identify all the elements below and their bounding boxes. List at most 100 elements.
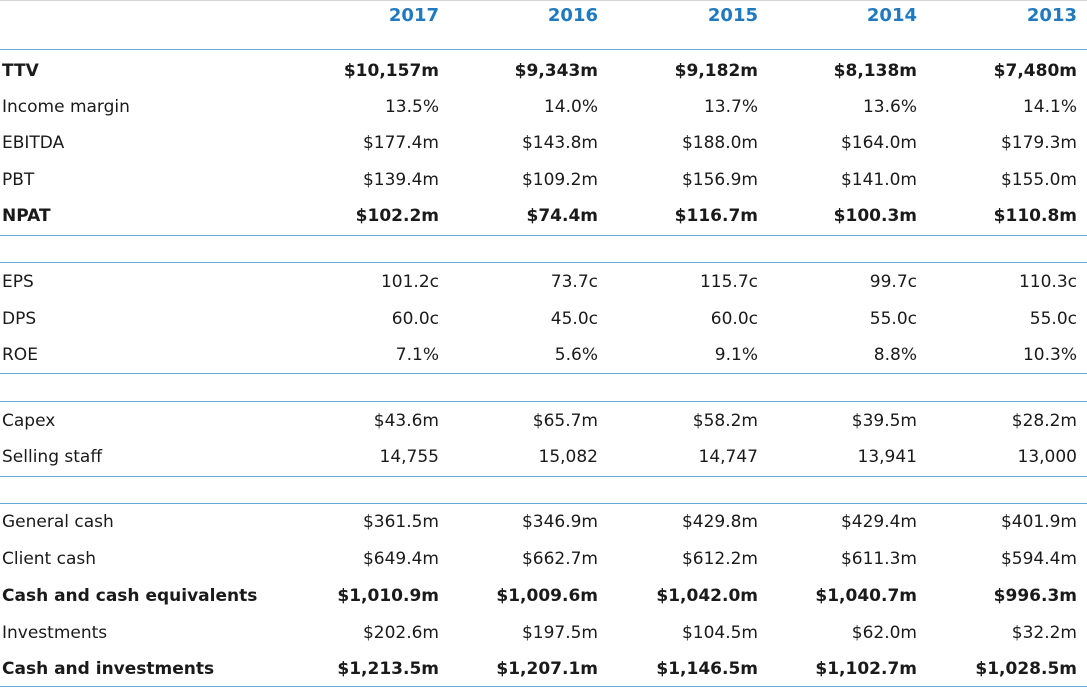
table-row-ttv: TTV $10,157m $9,343m $9,182m $8,138m $7,…: [0, 56, 1087, 86]
table-row-investments: Investments $202.6m $197.5m $104.5m $62.…: [0, 618, 1087, 648]
row-value: 13,941: [857, 447, 917, 467]
table-row-pbt: PBT $139.4m $109.2m $156.9m $141.0m $155…: [0, 165, 1087, 195]
row-label: Cash and investments: [2, 659, 215, 679]
row-value: 14,747: [698, 447, 758, 467]
table-row-cash-and-cash-equivalents: Cash and cash equivalents $1,010.9m $1,0…: [0, 581, 1087, 611]
table-row-general-cash: General cash $361.5m $346.9m $429.8m $42…: [0, 507, 1087, 537]
section-divider: [0, 503, 1087, 504]
row-value: $1,213.5m: [337, 659, 439, 679]
row-value: 13.5%: [384, 97, 439, 117]
row-value: 55.0c: [869, 309, 917, 329]
row-value: 15,082: [538, 447, 598, 467]
table-row-eps: EPS 101.2c 73.7c 115.7c 99.7c 110.3c: [0, 267, 1087, 297]
row-value: 60.0c: [710, 309, 758, 329]
row-value: $179.3m: [1000, 133, 1077, 153]
row-label: EPS: [2, 272, 34, 292]
row-value: $43.6m: [373, 411, 439, 431]
row-value: $74.4m: [526, 206, 599, 226]
row-value: $62.0m: [851, 623, 917, 643]
row-value: 13.7%: [703, 97, 758, 117]
row-value: $429.8m: [681, 512, 758, 532]
row-value: 13,000: [1017, 447, 1077, 467]
row-value: $9,182m: [674, 61, 758, 81]
section-divider: [0, 49, 1087, 50]
row-value: $1,102.7m: [815, 659, 917, 679]
row-value: $102.2m: [355, 206, 439, 226]
row-value: 99.7c: [869, 272, 917, 292]
row-value: $9,343m: [514, 61, 598, 81]
row-value: 5.6%: [554, 345, 598, 365]
row-label: Client cash: [2, 549, 97, 569]
section-divider: [0, 401, 1087, 402]
row-value: $1,040.7m: [815, 586, 917, 606]
table-row-income-margin: Income margin 13.5% 14.0% 13.7% 13.6% 14…: [0, 92, 1087, 122]
row-value: $177.4m: [362, 133, 439, 153]
year-header-row: 2017 2016 2015 2014 2013: [0, 1, 1087, 31]
row-value: $649.4m: [362, 549, 439, 569]
row-label: NPAT: [2, 206, 51, 226]
row-label: Cash and cash equivalents: [2, 586, 258, 606]
row-value: 73.7c: [550, 272, 598, 292]
row-value: $611.3m: [840, 549, 917, 569]
row-value: $1,010.9m: [337, 586, 439, 606]
row-value: $32.2m: [1011, 623, 1077, 643]
row-label: Capex: [2, 411, 56, 431]
row-label: EBITDA: [2, 133, 65, 153]
section-divider: [0, 373, 1087, 374]
row-label: Investments: [2, 623, 108, 643]
table-row-roe: ROE 7.1% 5.6% 9.1% 8.8% 10.3%: [0, 340, 1087, 370]
table-row-capex: Capex $43.6m $65.7m $58.2m $39.5m $28.2m: [0, 406, 1087, 436]
row-label: General cash: [2, 512, 114, 532]
row-value: 14.0%: [543, 97, 598, 117]
row-value: $594.4m: [1000, 549, 1077, 569]
year-header: 2014: [866, 5, 917, 26]
top-border: [0, 0, 1087, 1]
year-header: 2013: [1026, 5, 1077, 26]
row-label: Selling staff: [2, 447, 103, 467]
row-value: $1,042.0m: [656, 586, 758, 606]
row-value: $1,146.5m: [656, 659, 758, 679]
row-value: $10,157m: [343, 61, 439, 81]
table-row-client-cash: Client cash $649.4m $662.7m $612.2m $611…: [0, 544, 1087, 574]
row-value: 60.0c: [391, 309, 439, 329]
row-value: $155.0m: [1000, 170, 1077, 190]
row-value: 14.1%: [1022, 97, 1077, 117]
section-divider: [0, 476, 1087, 477]
row-value: $202.6m: [362, 623, 439, 643]
row-label: TTV: [2, 61, 39, 81]
row-value: $164.0m: [840, 133, 917, 153]
table-row-selling-staff: Selling staff 14,755 15,082 14,747 13,94…: [0, 442, 1087, 472]
row-label: ROE: [2, 345, 38, 365]
row-value: $429.4m: [840, 512, 917, 532]
row-value: $104.5m: [681, 623, 758, 643]
row-value: $143.8m: [521, 133, 598, 153]
row-value: 45.0c: [550, 309, 598, 329]
table-row-cash-and-investments: Cash and investments $1,213.5m $1,207.1m…: [0, 654, 1087, 684]
year-header: 2016: [547, 5, 598, 26]
row-value: $361.5m: [362, 512, 439, 532]
row-value: 101.2c: [380, 272, 439, 292]
year-header: 2015: [707, 5, 758, 26]
row-value: 8.8%: [873, 345, 917, 365]
year-header: 2017: [388, 5, 439, 26]
row-value: $58.2m: [692, 411, 758, 431]
row-value: $346.9m: [521, 512, 598, 532]
row-label: PBT: [2, 170, 35, 190]
table-row-npat: NPAT $102.2m $74.4m $116.7m $100.3m $110…: [0, 201, 1087, 231]
row-value: $1,009.6m: [496, 586, 598, 606]
row-value: $1,207.1m: [496, 659, 598, 679]
section-divider: [0, 235, 1087, 236]
row-value: $612.2m: [681, 549, 758, 569]
row-value: $100.3m: [833, 206, 917, 226]
row-value: $39.5m: [851, 411, 917, 431]
table-row-dps: DPS 60.0c 45.0c 60.0c 55.0c 55.0c: [0, 304, 1087, 334]
row-value: $156.9m: [681, 170, 758, 190]
row-value: $662.7m: [521, 549, 598, 569]
row-value: $197.5m: [521, 623, 598, 643]
row-value: $8,138m: [833, 61, 917, 81]
row-value: $188.0m: [681, 133, 758, 153]
row-value: $109.2m: [521, 170, 598, 190]
row-value: 115.7c: [699, 272, 758, 292]
row-value: $139.4m: [362, 170, 439, 190]
row-value: 10.3%: [1022, 345, 1077, 365]
